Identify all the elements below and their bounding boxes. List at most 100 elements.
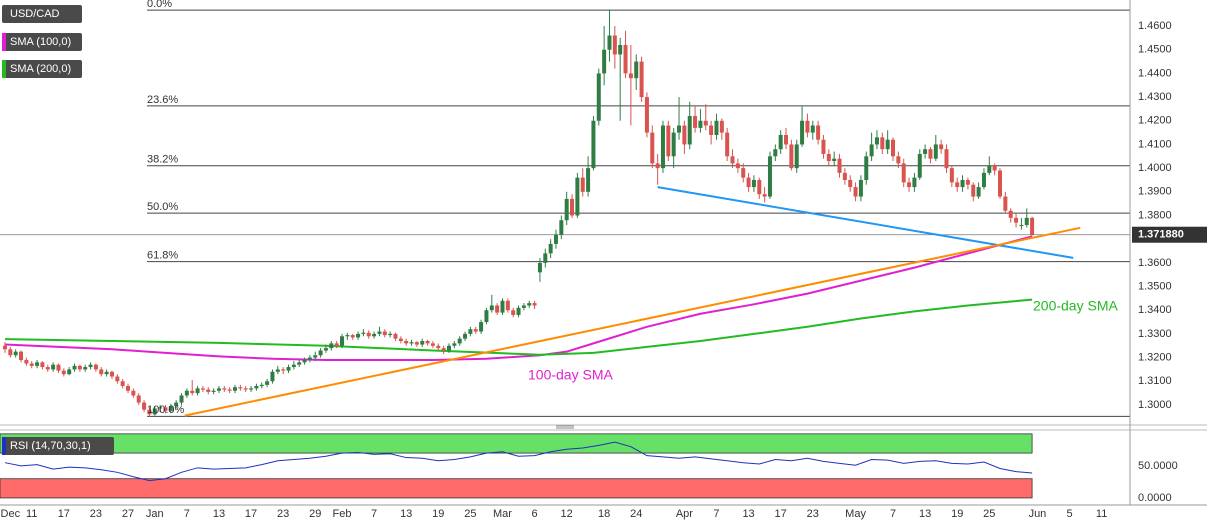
candle-body xyxy=(596,73,601,121)
y-tick-label: 1.3600 xyxy=(1138,257,1172,269)
candle-body xyxy=(291,364,296,368)
candle-body xyxy=(580,177,585,192)
candle-body xyxy=(281,369,286,371)
candle-body xyxy=(249,388,254,390)
candle-body xyxy=(489,305,494,311)
candle-body xyxy=(912,177,917,188)
x-tick-label: May xyxy=(845,508,866,520)
y-tick-label: 1.3900 xyxy=(1138,186,1172,198)
candle-body xyxy=(987,165,992,173)
candle-body xyxy=(837,158,842,173)
drag-handle[interactable] xyxy=(556,425,574,429)
candle-body xyxy=(286,367,291,371)
candle-body xyxy=(345,335,350,337)
candle-body xyxy=(436,345,441,349)
x-tick-label: Dec xyxy=(1,508,21,520)
y-tick-label: 1.3300 xyxy=(1138,328,1172,340)
candle-body xyxy=(184,390,189,396)
candle-body xyxy=(206,389,211,392)
candle-body xyxy=(83,367,88,370)
candle-body xyxy=(1014,217,1019,223)
candle-body xyxy=(1003,196,1008,211)
candle-body xyxy=(655,163,660,169)
candle-body xyxy=(216,388,221,391)
candle-body xyxy=(1008,210,1013,218)
candle-body xyxy=(350,335,355,338)
candle-body xyxy=(136,395,141,403)
x-tick-label: 23 xyxy=(90,508,102,520)
candle-body xyxy=(473,329,478,332)
sma-annotation: 100-day SMA xyxy=(528,367,613,383)
candle-body xyxy=(628,73,633,79)
legend-swatch xyxy=(2,60,6,78)
candle-body xyxy=(885,139,890,150)
candle-body xyxy=(126,386,131,391)
candle-body xyxy=(377,331,382,334)
candle-body xyxy=(559,220,564,235)
y-tick-label: 1.4400 xyxy=(1138,67,1172,79)
candle-body xyxy=(992,165,997,171)
candle-body xyxy=(270,371,275,382)
x-tick-label: 25 xyxy=(464,508,476,520)
candle-body xyxy=(19,351,24,360)
x-tick-label: 7 xyxy=(371,508,377,520)
candle-body xyxy=(650,132,655,164)
candle-body xyxy=(323,348,328,351)
candle-body xyxy=(848,179,853,188)
candle-body xyxy=(243,388,248,390)
rsi-tick-label: 50.0000 xyxy=(1138,460,1178,472)
rsi-band xyxy=(0,433,1033,454)
x-tick-label: 17 xyxy=(58,508,70,520)
candle-body xyxy=(13,351,18,356)
candle-body xyxy=(361,332,366,334)
candle-body xyxy=(944,149,949,169)
candle-body xyxy=(174,402,179,407)
fib-label: 100.0% xyxy=(147,404,185,416)
candle-body xyxy=(329,343,334,349)
candle-body xyxy=(816,125,821,140)
y-tick-label: 1.4600 xyxy=(1138,20,1172,32)
y-tick-label: 1.3100 xyxy=(1138,375,1172,387)
candle-body xyxy=(393,333,398,339)
legend-swatch xyxy=(2,33,6,51)
candle-body xyxy=(388,333,393,336)
candle-body xyxy=(570,198,575,216)
y-tick-label: 1.3200 xyxy=(1138,351,1172,363)
candle-body xyxy=(409,342,414,344)
x-tick-label: 19 xyxy=(951,508,963,520)
candle-body xyxy=(762,194,767,197)
x-tick-label: Jan xyxy=(146,508,164,520)
candle-body xyxy=(152,408,157,415)
candle-body xyxy=(891,139,896,157)
candle-body xyxy=(639,61,644,98)
candle-body xyxy=(527,303,532,306)
fib-label: 61.8% xyxy=(147,250,178,262)
candle-body xyxy=(939,144,944,150)
candle-body xyxy=(730,156,735,164)
y-tick-label: 1.3800 xyxy=(1138,209,1172,221)
candle-body xyxy=(340,336,345,346)
candle-body xyxy=(479,322,484,332)
candle-body xyxy=(917,153,922,178)
last-price-box xyxy=(1132,226,1207,243)
candle-body xyxy=(372,333,377,337)
candle-body xyxy=(757,179,762,195)
candle-body xyxy=(265,381,270,385)
rsi-tick-label: 0.0000 xyxy=(1138,492,1172,504)
candle-body xyxy=(195,388,200,394)
x-tick-label: 17 xyxy=(775,508,787,520)
candle-body xyxy=(896,156,901,164)
candle-body xyxy=(356,333,361,338)
candle-body xyxy=(719,120,724,133)
candle-body xyxy=(858,179,863,197)
legend-swatch xyxy=(2,437,6,455)
candle-body xyxy=(1019,224,1024,226)
candle-body xyxy=(115,376,120,382)
x-tick-label: 7 xyxy=(713,508,719,520)
candle-body xyxy=(147,409,152,415)
x-tick-label: 13 xyxy=(400,508,412,520)
candle-body xyxy=(591,120,596,169)
sma-line xyxy=(4,298,1033,356)
x-tick-label: 5 xyxy=(1066,508,1072,520)
